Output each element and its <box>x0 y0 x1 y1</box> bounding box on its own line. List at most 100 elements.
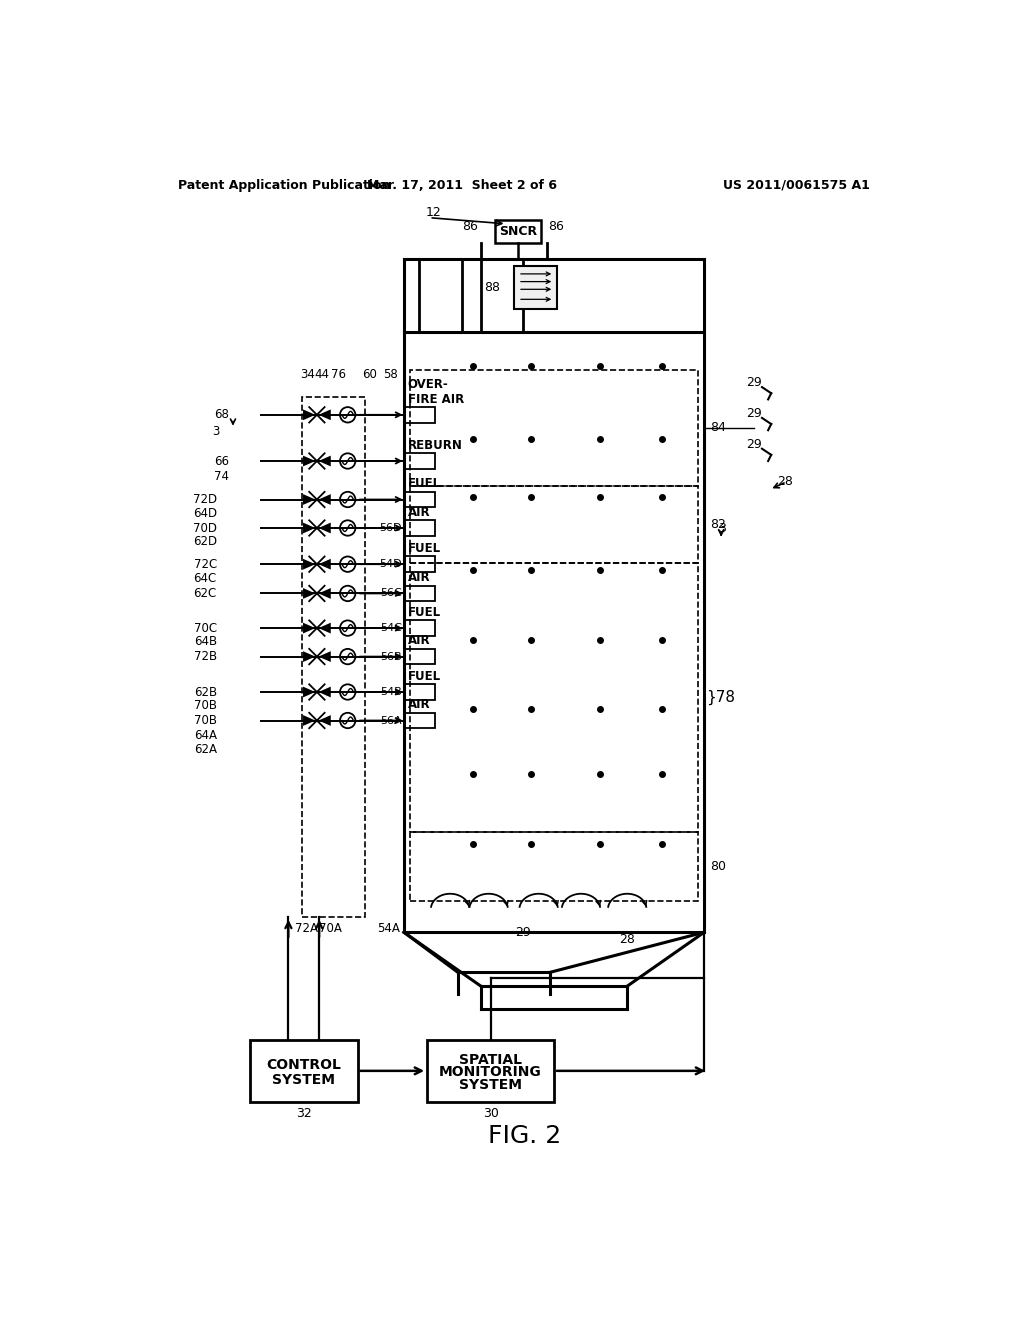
Text: Patent Application Publication: Patent Application Publication <box>178 178 391 191</box>
Polygon shape <box>303 623 315 634</box>
Text: FUEL: FUEL <box>408 478 441 490</box>
Text: 29: 29 <box>515 925 531 939</box>
Text: FUEL: FUEL <box>408 543 441 554</box>
Text: Mar. 17, 2011  Sheet 2 of 6: Mar. 17, 2011 Sheet 2 of 6 <box>367 178 557 191</box>
Text: 68: 68 <box>214 408 229 421</box>
Text: 70C: 70C <box>194 622 217 635</box>
Text: 62A: 62A <box>194 743 217 756</box>
Text: 28: 28 <box>620 933 635 946</box>
Bar <box>514 267 556 309</box>
Text: 56D: 56D <box>379 523 401 533</box>
Polygon shape <box>318 409 331 420</box>
Text: 62B: 62B <box>194 685 217 698</box>
Text: 34: 34 <box>300 367 315 380</box>
Bar <box>403 407 435 422</box>
Bar <box>403 620 435 636</box>
Text: 32: 32 <box>296 1106 311 1119</box>
Text: AIR: AIR <box>408 506 430 519</box>
Bar <box>419 259 462 331</box>
Text: 54D: 54D <box>379 560 401 569</box>
Text: AIR: AIR <box>408 698 430 711</box>
Text: 74: 74 <box>214 470 229 483</box>
Text: SYSTEM: SYSTEM <box>272 1073 335 1088</box>
Text: 29: 29 <box>746 407 762 420</box>
Polygon shape <box>318 589 331 599</box>
Bar <box>481 259 523 331</box>
Text: 70B: 70B <box>194 714 217 727</box>
Bar <box>410 562 698 832</box>
Polygon shape <box>303 589 315 599</box>
Bar <box>403 586 435 601</box>
Text: 56C: 56C <box>380 589 401 598</box>
Text: MONITORING: MONITORING <box>439 1065 542 1080</box>
Text: 64A: 64A <box>194 730 217 742</box>
Bar <box>403 713 435 729</box>
Text: 56B: 56B <box>380 652 401 661</box>
Text: 60: 60 <box>361 367 377 380</box>
Polygon shape <box>303 651 315 663</box>
Polygon shape <box>303 715 315 726</box>
Bar <box>427 1040 554 1102</box>
Text: 30: 30 <box>482 1106 499 1119</box>
Polygon shape <box>318 494 331 506</box>
Text: 54B: 54B <box>380 686 401 697</box>
Text: 70A: 70A <box>319 921 342 935</box>
Text: US 2011/0061575 A1: US 2011/0061575 A1 <box>723 178 869 191</box>
Text: 86: 86 <box>463 219 478 232</box>
Polygon shape <box>318 686 331 697</box>
Text: 72A: 72A <box>295 921 317 935</box>
Text: CONTROL: CONTROL <box>266 1057 341 1072</box>
Polygon shape <box>303 558 315 570</box>
Text: 62D: 62D <box>193 536 217 548</box>
Text: FUEL: FUEL <box>408 606 441 619</box>
Text: 64B: 64B <box>194 635 217 648</box>
Text: }78: }78 <box>707 690 735 705</box>
Text: AIR: AIR <box>408 572 430 585</box>
Text: 12: 12 <box>425 206 441 219</box>
Bar <box>403 557 435 572</box>
Text: 80: 80 <box>711 861 726 874</box>
Bar <box>410 370 698 486</box>
Text: 82: 82 <box>711 517 726 531</box>
Text: 70B: 70B <box>194 700 217 713</box>
Text: 54A: 54A <box>377 921 400 935</box>
Text: 76: 76 <box>331 367 346 380</box>
Polygon shape <box>318 523 331 533</box>
Text: SNCR: SNCR <box>499 224 537 238</box>
Bar <box>410 486 698 562</box>
Text: 3: 3 <box>718 521 726 535</box>
Text: 72B: 72B <box>194 649 217 663</box>
Polygon shape <box>318 558 331 570</box>
Polygon shape <box>303 455 315 466</box>
Text: OVER-
FIRE AIR: OVER- FIRE AIR <box>408 378 464 405</box>
Text: REBURN: REBURN <box>408 438 463 451</box>
Text: 70D: 70D <box>193 521 217 535</box>
Bar <box>403 453 435 469</box>
Text: 64D: 64D <box>193 507 217 520</box>
Text: 62C: 62C <box>194 587 217 601</box>
Text: 3: 3 <box>212 425 219 438</box>
Text: 72D: 72D <box>193 492 217 506</box>
Text: FUEL: FUEL <box>408 669 441 682</box>
Text: SPATIAL: SPATIAL <box>459 1053 522 1067</box>
Text: 29: 29 <box>746 376 762 389</box>
Text: 72C: 72C <box>194 557 217 570</box>
Bar <box>403 492 435 507</box>
Text: 44: 44 <box>314 367 329 380</box>
Bar <box>495 220 541 243</box>
Bar <box>250 1040 357 1102</box>
Text: AIR: AIR <box>408 635 430 647</box>
Bar <box>403 649 435 664</box>
Text: 66: 66 <box>214 454 229 467</box>
Text: 64C: 64C <box>194 572 217 585</box>
Bar <box>403 331 705 932</box>
Polygon shape <box>303 409 315 420</box>
Bar <box>410 832 698 902</box>
Text: SYSTEM: SYSTEM <box>459 1077 522 1092</box>
Polygon shape <box>303 686 315 697</box>
Text: 84: 84 <box>711 421 726 434</box>
Polygon shape <box>303 523 315 533</box>
Text: 86: 86 <box>549 219 564 232</box>
Polygon shape <box>318 715 331 726</box>
Bar <box>403 520 435 536</box>
